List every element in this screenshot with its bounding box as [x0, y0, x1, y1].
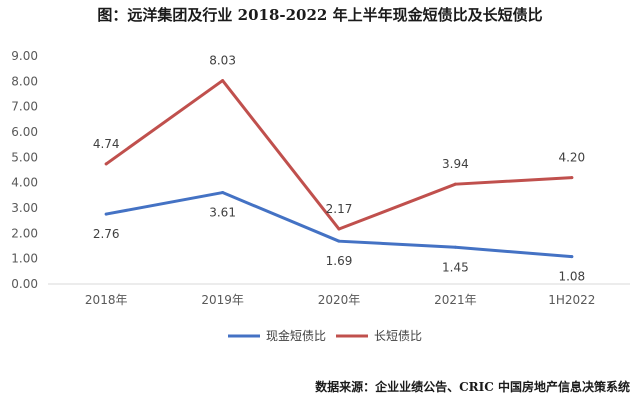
- data-label: 4.20: [558, 151, 585, 165]
- x-tick-label: 2019年: [201, 293, 244, 307]
- legend-item-2: 长短债比: [336, 329, 422, 343]
- chart-title: 图：远洋集团及行业 2018-2022 年上半年现金短债比及长短债比: [97, 6, 543, 24]
- x-axis: 2018年 2019年 2020年 2021年 1H2022: [48, 283, 630, 307]
- y-tick-label: 3.00: [11, 201, 38, 215]
- y-tick-label: 2.00: [11, 226, 38, 240]
- y-tick-label: 7.00: [11, 100, 38, 114]
- x-tick-label: 1H2022: [548, 293, 595, 307]
- x-tick-label: 2021年: [434, 293, 477, 307]
- y-tick-label: 8.00: [11, 74, 38, 88]
- series-layer: 2.76 3.61 1.69 1.45 1.08 4.74 8.03 2.17 3.94 4.20: [93, 54, 585, 284]
- data-label: 1.45: [442, 260, 469, 274]
- data-point: [104, 162, 108, 166]
- data-label: 1.69: [326, 254, 353, 268]
- data-point: [337, 227, 341, 231]
- x-tick-label: 2018年: [85, 293, 128, 307]
- series-1: 2.76 3.61 1.69 1.45 1.08: [93, 191, 585, 284]
- data-label: 1.08: [558, 270, 585, 284]
- data-point: [221, 191, 225, 195]
- data-label: 8.03: [209, 54, 236, 68]
- y-tick-label: 4.00: [11, 176, 38, 190]
- legend-label: 现金短债比: [266, 328, 326, 343]
- data-point: [337, 239, 341, 243]
- y-tick-label: 5.00: [11, 150, 38, 164]
- legend-item-1: 现金短债比: [228, 328, 326, 343]
- x-tick-label: 2020年: [318, 293, 361, 307]
- source-note: 数据来源：企业业绩公告、CRIC 中国房地产信息决策系统: [315, 380, 630, 394]
- data-label: 3.61: [209, 206, 236, 220]
- data-point: [570, 255, 574, 259]
- legend-label: 长短债比: [374, 329, 422, 343]
- y-tick-label: 1.00: [11, 252, 38, 266]
- data-point: [453, 245, 457, 249]
- y-axis: 0.00 1.00 2.00 3.00 4.00 5.00 6.00 7.00 8.00 9.00: [11, 49, 38, 291]
- data-point: [570, 176, 574, 180]
- data-label: 2.76: [93, 227, 120, 241]
- series-2: 4.74 8.03 2.17 3.94 4.20: [93, 54, 585, 231]
- y-tick-label: 9.00: [11, 49, 38, 63]
- data-label: 2.17: [326, 202, 353, 216]
- y-tick-label: 6.00: [11, 125, 38, 139]
- data-point: [104, 212, 108, 216]
- data-point: [453, 182, 457, 186]
- data-label: 4.74: [93, 137, 120, 151]
- y-tick-label: 0.00: [11, 277, 38, 291]
- data-point: [221, 79, 225, 83]
- data-label: 3.94: [442, 157, 469, 171]
- legend: 现金短债比 长短债比: [228, 328, 422, 343]
